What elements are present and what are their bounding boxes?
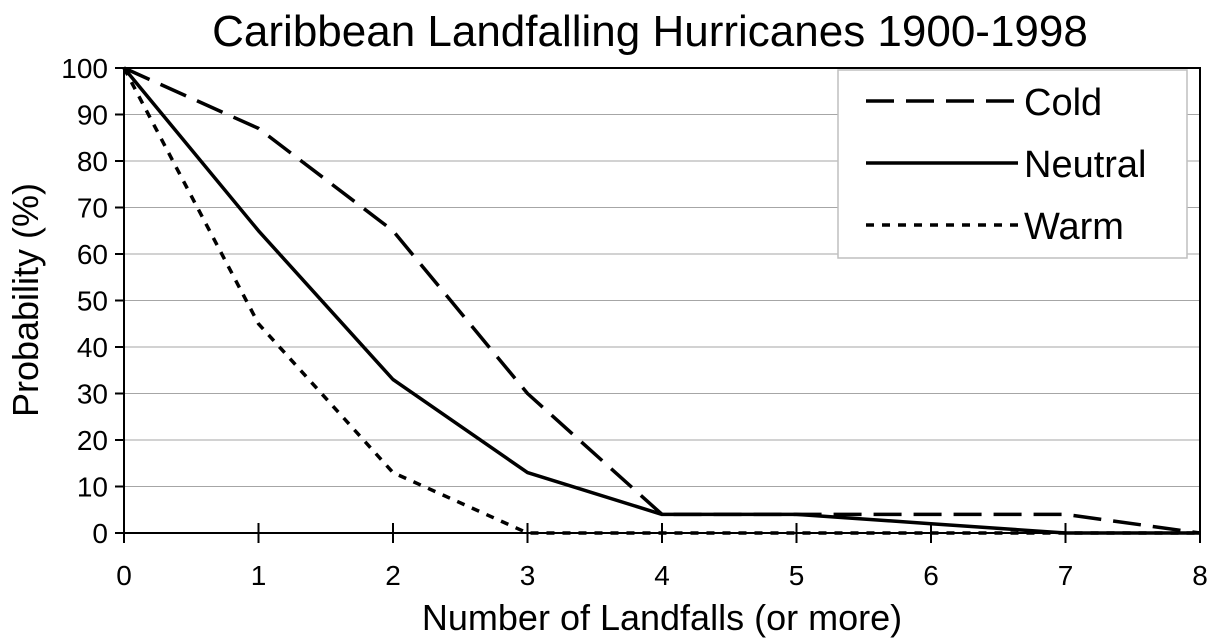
y-tick-label: 60 bbox=[77, 239, 108, 270]
y-tick-label: 90 bbox=[77, 100, 108, 131]
y-tick-label: 40 bbox=[77, 332, 108, 363]
y-tick-label: 30 bbox=[77, 379, 108, 410]
gridlines bbox=[124, 114, 1200, 487]
x-tick-label: 8 bbox=[1192, 560, 1208, 591]
axis-ticks: 0 10 20 30 40 50 60 70 80 90 100 0 1 2 3 4 5 6 7 8 bbox=[61, 53, 1208, 591]
x-tick-label: 3 bbox=[520, 560, 536, 591]
x-tick-label: 1 bbox=[251, 560, 267, 591]
y-tick-label: 70 bbox=[77, 193, 108, 224]
series-line-cold bbox=[123, 66, 1201, 535]
x-tick-label: 6 bbox=[923, 560, 939, 591]
y-tick-label: 100 bbox=[61, 53, 108, 84]
y-tick-label: 0 bbox=[92, 518, 108, 549]
legend-label-neutral: Neutral bbox=[1024, 144, 1147, 186]
x-tick-label: 4 bbox=[654, 560, 670, 591]
legend-label-cold: Cold bbox=[1024, 82, 1102, 124]
y-tick-label: 50 bbox=[77, 286, 108, 317]
y-axis-title: Probability (%) bbox=[5, 183, 46, 417]
x-tick-label: 0 bbox=[116, 560, 132, 591]
series-line-warm bbox=[122, 67, 1200, 535]
x-tick-label: 7 bbox=[1058, 560, 1074, 591]
x-tick-label: 5 bbox=[789, 560, 805, 591]
y-tick-label: 10 bbox=[77, 472, 108, 503]
x-axis-title: Number of Landfalls (or more) bbox=[422, 597, 902, 638]
legend-label-warm: Warm bbox=[1024, 206, 1124, 248]
chart-title: Caribbean Landfalling Hurricanes 1900-19… bbox=[212, 7, 1088, 56]
x-tick-label: 2 bbox=[385, 560, 401, 591]
y-tick-label: 20 bbox=[77, 425, 108, 456]
series-line-neutral bbox=[122, 66, 1200, 535]
series-lines bbox=[122, 66, 1201, 535]
legend: Cold Neutral Warm bbox=[837, 69, 1188, 259]
y-tick-label: 80 bbox=[77, 146, 108, 177]
